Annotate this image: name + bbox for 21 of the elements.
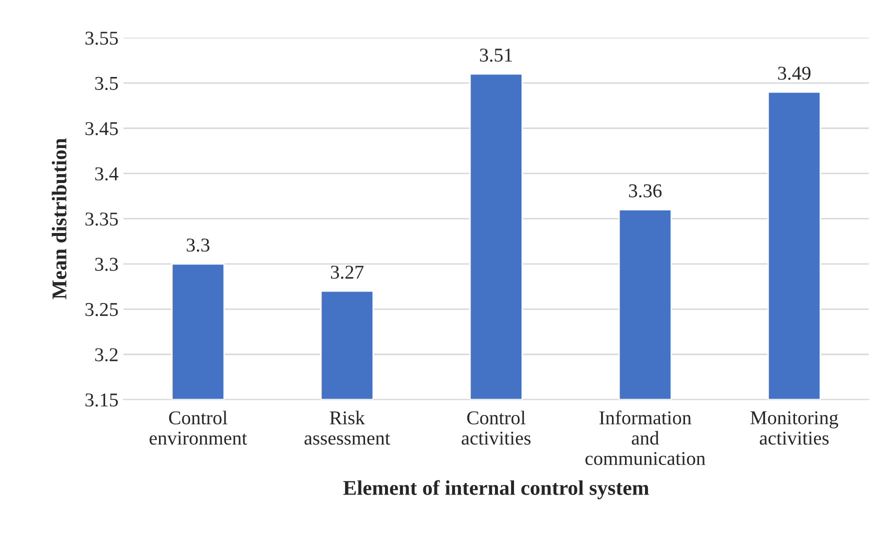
y-tick-label: 3.35 (86, 212, 118, 226)
x-axis-title: Element of internal control system (343, 480, 649, 500)
y-axis-title: Mean distribution (52, 138, 67, 300)
x-tick-label: Information and communication (585, 410, 706, 466)
x-tick-label: Risk assessment (304, 410, 390, 445)
data-label: 3.51 (480, 48, 512, 62)
y-tick-label: 3.4 (95, 167, 118, 180)
y-tick-label: 3.2 (95, 348, 118, 362)
y-tick-label: 3.55 (86, 32, 118, 45)
data-label: 3.27 (330, 266, 364, 279)
y-tick-label: 3.15 (86, 393, 118, 407)
x-tick-label: Control activities (462, 410, 531, 445)
x-tick-label: Monitoring activities (750, 411, 838, 445)
data-label: 3.36 (629, 184, 662, 198)
y-tick-label: 3.5 (95, 76, 118, 90)
y-tick-label: 3.3 (95, 258, 118, 271)
data-label: 3.3 (186, 238, 210, 252)
x-tick-label: Control environment (150, 410, 248, 445)
data-label: 3.49 (778, 66, 810, 80)
y-tick-label: 3.25 (86, 303, 118, 316)
y-tick-label: 3.45 (86, 122, 118, 136)
